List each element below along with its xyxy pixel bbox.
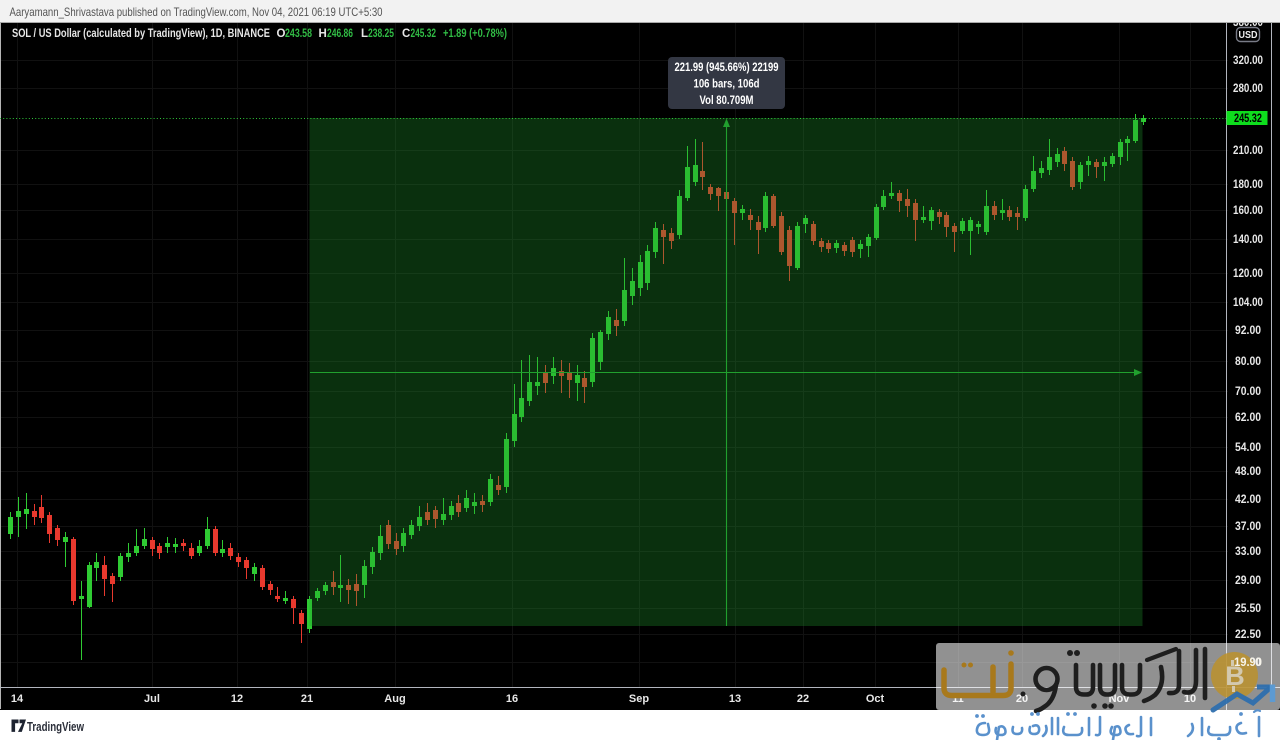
svg-text:Aaryamann_Shrivastava publishe: Aaryamann_Shrivastava published on Tradi… [10, 5, 383, 19]
svg-text:12: 12 [231, 693, 243, 705]
svg-text:Vol 80.709M: Vol 80.709M [700, 95, 754, 107]
svg-text:80.00: 80.00 [1235, 356, 1261, 368]
svg-text:25.50: 25.50 [1235, 603, 1261, 615]
svg-text:22: 22 [797, 693, 809, 705]
svg-text:13: 13 [729, 693, 741, 705]
svg-text:180.00: 180.00 [1233, 179, 1263, 191]
svg-text:Oct: Oct [866, 693, 885, 705]
svg-text:120.00: 120.00 [1233, 268, 1263, 280]
svg-text:H: H [319, 28, 327, 40]
svg-text:B: B [1225, 661, 1245, 691]
svg-text:L: L [361, 28, 368, 40]
svg-text:+1.89 (+0.78%): +1.89 (+0.78%) [443, 28, 507, 40]
svg-text:280.00: 280.00 [1233, 83, 1263, 95]
svg-text:106 bars, 106d: 106 bars, 106d [694, 79, 760, 91]
svg-text:29.00: 29.00 [1235, 575, 1261, 587]
svg-text:62.00: 62.00 [1235, 412, 1261, 424]
svg-text:21: 21 [301, 693, 313, 705]
svg-text:14: 14 [11, 693, 24, 705]
svg-text:Sep: Sep [629, 693, 649, 705]
svg-text:22.50: 22.50 [1235, 629, 1261, 641]
svg-text:O: O [277, 28, 286, 40]
svg-text:33.00: 33.00 [1235, 546, 1261, 558]
svg-text:221.99 (945.66%) 22199: 221.99 (945.66%) 22199 [675, 62, 779, 74]
svg-text:54.00: 54.00 [1235, 442, 1261, 454]
svg-text:19.90: 19.90 [1234, 657, 1262, 669]
svg-text:245.32: 245.32 [411, 28, 437, 40]
svg-text:243.58: 243.58 [285, 28, 312, 40]
svg-text:210.00: 210.00 [1233, 145, 1263, 157]
svg-text:SOL / US Dollar (calculated by: SOL / US Dollar (calculated by TradingVi… [12, 28, 270, 40]
svg-text:70.00: 70.00 [1235, 386, 1261, 398]
svg-text:246.86: 246.86 [327, 28, 353, 40]
svg-text:USD: USD [1239, 30, 1258, 41]
svg-text:C: C [402, 28, 410, 40]
svg-text:104.00: 104.00 [1233, 297, 1263, 309]
svg-text:92.00: 92.00 [1235, 325, 1261, 337]
svg-text:TradingView: TradingView [27, 719, 85, 734]
svg-text:42.00: 42.00 [1235, 494, 1261, 506]
svg-text:16: 16 [506, 693, 518, 705]
svg-text:320.00: 320.00 [1233, 55, 1263, 67]
svg-text:Jul: Jul [144, 693, 160, 705]
svg-text:140.00: 140.00 [1233, 234, 1263, 246]
svg-text:160.00: 160.00 [1233, 205, 1263, 217]
svg-text:48.00: 48.00 [1235, 466, 1261, 478]
svg-text:37.00: 37.00 [1235, 521, 1261, 533]
svg-text:Aug: Aug [384, 693, 405, 705]
svg-text:245.32: 245.32 [1234, 113, 1262, 125]
svg-text:238.25: 238.25 [368, 28, 394, 40]
